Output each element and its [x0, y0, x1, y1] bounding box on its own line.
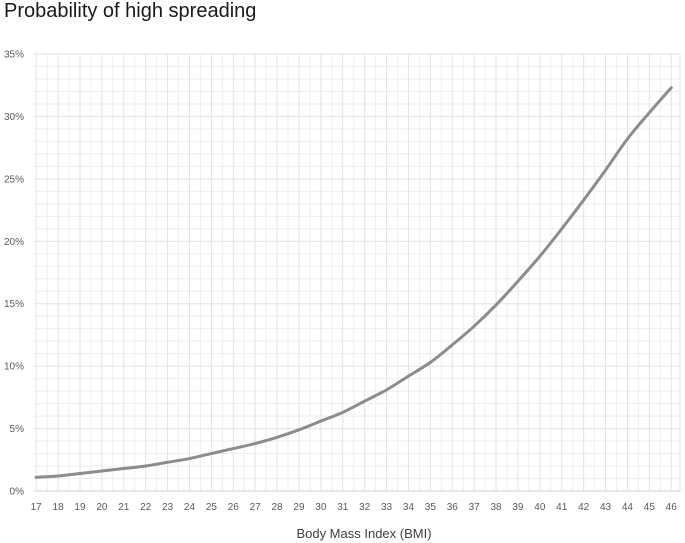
x-tick-label: 36 [447, 502, 459, 513]
x-tick-label: 24 [184, 502, 196, 513]
x-tick-label: 39 [512, 502, 524, 513]
y-tick-label: 30% [4, 112, 24, 123]
x-axis-tick-labels: 17 18 19 20 21 22 23 24 25 26 27 28 29 30 31 32 33 34 35 36… [31, 502, 678, 513]
x-tick-label: 32 [359, 502, 371, 513]
y-axis-tick-labels: 0% 5% 10% 15% 20% 25% 30% 35% [4, 50, 24, 498]
x-tick-label: 30 [315, 502, 327, 513]
x-tick-label: 37 [469, 502, 481, 513]
y-tick-label: 15% [4, 299, 24, 310]
x-tick-label: 20 [96, 502, 108, 513]
x-tick-label: 17 [31, 502, 43, 513]
series-line [34, 86, 673, 479]
y-tick-label: 10% [4, 362, 24, 373]
x-tick-label: 25 [206, 502, 218, 513]
x-tick-label: 46 [666, 502, 678, 513]
x-tick-label: 41 [556, 502, 568, 513]
x-tick-label: 19 [74, 502, 86, 513]
x-tick-label: 22 [140, 502, 152, 513]
y-tick-label: 20% [4, 237, 24, 248]
x-tick-label: 40 [534, 502, 546, 513]
x-tick-label: 21 [118, 502, 130, 513]
x-tick-label: 23 [162, 502, 174, 513]
x-tick-label: 35 [425, 502, 437, 513]
grid-major [34, 53, 681, 492]
y-tick-label: 0% [10, 487, 25, 498]
y-tick-label: 25% [4, 174, 24, 185]
x-tick-label: 34 [403, 502, 415, 513]
grid-minor [34, 54, 680, 491]
x-tick-label: 26 [228, 502, 240, 513]
x-tick-label: 18 [53, 502, 65, 513]
x-tick-label: 38 [490, 502, 502, 513]
x-tick-label: 27 [250, 502, 262, 513]
x-tick-label: 29 [293, 502, 305, 513]
series-group [34, 86, 673, 479]
x-axis-title: Body Mass Index (BMI) [296, 526, 431, 541]
x-tick-label: 43 [600, 502, 612, 513]
y-tick-label: 35% [4, 50, 24, 61]
x-tick-label: 45 [644, 502, 656, 513]
y-tick-label: 5% [10, 424, 25, 435]
x-tick-label: 28 [272, 502, 284, 513]
x-tick-label: 31 [337, 502, 349, 513]
x-tick-label: 44 [622, 502, 634, 513]
x-tick-label: 33 [381, 502, 393, 513]
x-tick-label: 42 [578, 502, 590, 513]
chart-title: Probability of high spreading [4, 0, 257, 22]
